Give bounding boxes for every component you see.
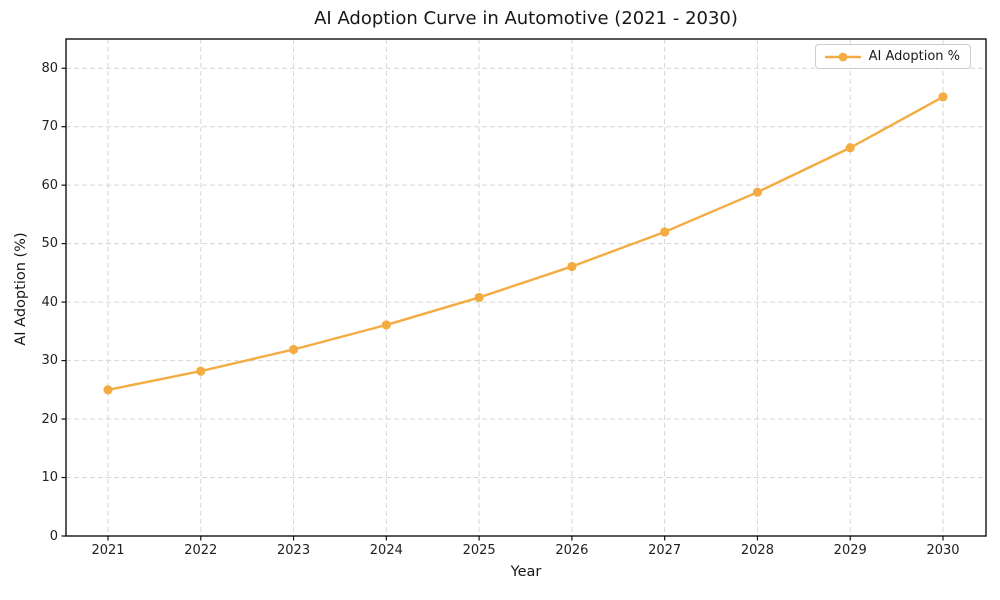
legend-label: AI Adoption % bbox=[868, 49, 960, 64]
x-tick-label-2021: 2021 bbox=[91, 543, 125, 558]
plot-area: AI Adoption % bbox=[61, 38, 987, 541]
axes-spines bbox=[65, 38, 987, 537]
x-tick-label-2023: 2023 bbox=[277, 543, 311, 558]
data-point-2029 bbox=[845, 143, 855, 153]
data-point-2022 bbox=[196, 366, 206, 376]
legend: AI Adoption % bbox=[814, 44, 971, 69]
chart-title: AI Adoption Curve in Automotive (2021 - … bbox=[314, 8, 738, 29]
data-point-2024 bbox=[381, 320, 391, 330]
data-point-2025 bbox=[474, 292, 484, 303]
x-tick-label-2024: 2024 bbox=[369, 543, 403, 558]
chart-canvas bbox=[61, 38, 987, 541]
y-tick-label-0: 0 bbox=[49, 528, 58, 544]
data-point-2027 bbox=[660, 227, 670, 237]
data-point-2030 bbox=[938, 92, 948, 102]
x-tick-label-2025: 2025 bbox=[462, 543, 496, 558]
x-tick-label-2022: 2022 bbox=[184, 543, 218, 558]
y-tick-label-10: 10 bbox=[41, 470, 58, 486]
data-point-2021 bbox=[103, 385, 113, 395]
y-tick-label-70: 70 bbox=[41, 119, 58, 135]
data-point-2026 bbox=[567, 261, 577, 272]
y-tick-label-30: 30 bbox=[41, 353, 58, 369]
x-tick-label-2029: 2029 bbox=[833, 543, 867, 558]
y-tick-label-20: 20 bbox=[41, 411, 58, 427]
y-tick-label-40: 40 bbox=[41, 294, 58, 310]
x-tick-label-2028: 2028 bbox=[740, 543, 774, 558]
legend-line-marker-icon bbox=[824, 52, 861, 61]
data-point-2028 bbox=[752, 187, 763, 197]
y-tick-label-80: 80 bbox=[41, 60, 58, 76]
x-tick-label-2030: 2030 bbox=[926, 543, 960, 558]
y-tick-label-60: 60 bbox=[41, 177, 58, 193]
x-axis-label: Year bbox=[510, 564, 542, 580]
y-tick-label-50: 50 bbox=[41, 236, 58, 252]
x-tick-label-2027: 2027 bbox=[648, 543, 682, 558]
data-point-2023 bbox=[288, 344, 299, 355]
x-tick-label-2026: 2026 bbox=[555, 543, 589, 558]
series-line bbox=[106, 95, 945, 392]
